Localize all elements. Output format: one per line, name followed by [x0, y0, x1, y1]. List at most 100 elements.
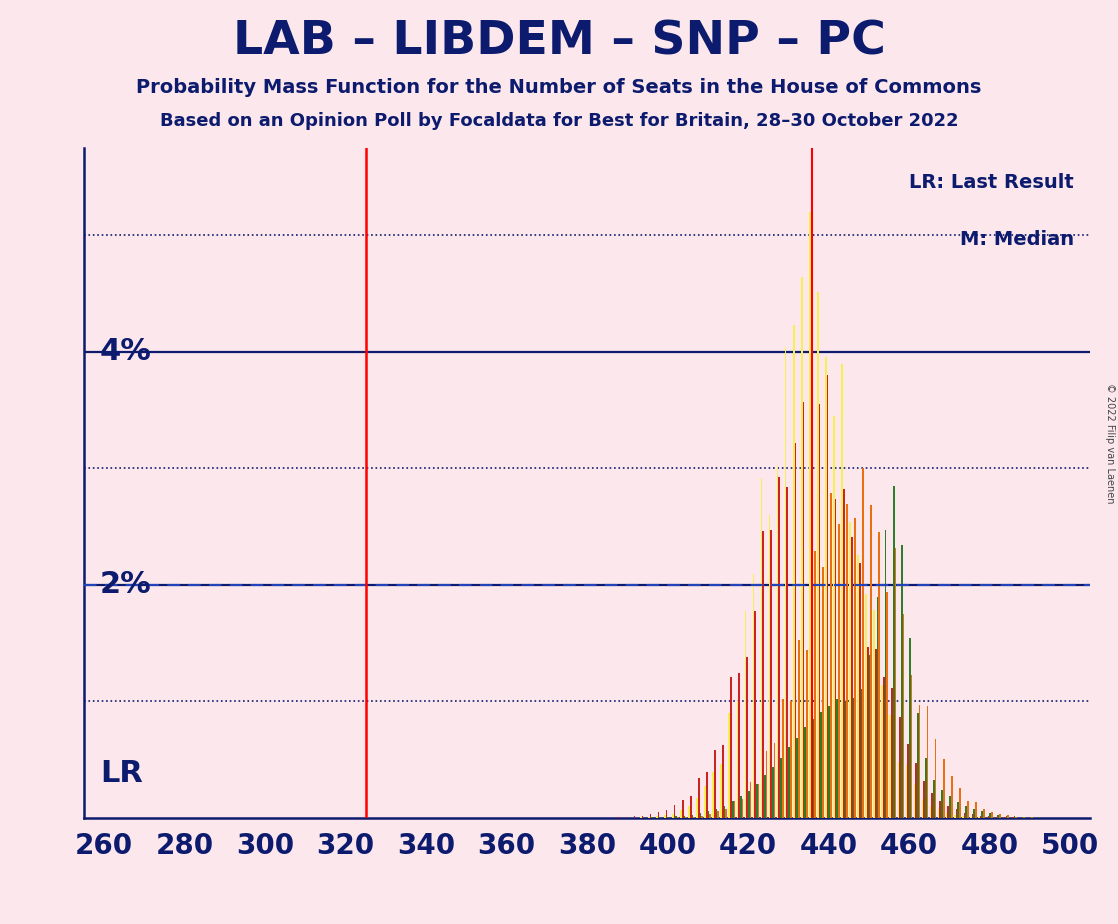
Bar [664, 815, 665, 818]
Bar [817, 292, 818, 818]
Bar [634, 817, 635, 818]
Bar [875, 649, 877, 818]
Bar [773, 767, 774, 818]
Bar [693, 817, 695, 818]
Bar [838, 524, 840, 818]
Bar [871, 505, 872, 818]
Bar [881, 686, 883, 818]
Bar [723, 806, 726, 818]
Bar [714, 750, 716, 818]
Bar [836, 699, 838, 818]
Bar [887, 592, 888, 818]
Bar [854, 517, 856, 818]
Bar [689, 806, 690, 818]
Bar [740, 796, 741, 818]
Bar [935, 739, 937, 818]
Bar [930, 806, 931, 818]
Bar [907, 744, 909, 818]
Bar [879, 532, 880, 818]
Bar [899, 717, 901, 818]
Bar [814, 552, 816, 818]
Bar [697, 797, 698, 818]
Bar [732, 801, 733, 818]
Bar [730, 677, 732, 818]
Bar [770, 530, 773, 818]
Bar [766, 751, 767, 818]
Bar [987, 816, 989, 818]
Bar [873, 611, 875, 818]
Bar [674, 805, 675, 818]
Bar [877, 597, 879, 818]
Bar [989, 813, 992, 818]
Bar [923, 781, 925, 818]
Bar [894, 548, 897, 818]
Bar [869, 655, 871, 818]
Bar [692, 815, 693, 818]
Bar [931, 793, 934, 818]
Bar [683, 816, 685, 818]
Bar [921, 799, 923, 818]
Bar [790, 700, 792, 818]
Bar [642, 816, 643, 818]
Bar [883, 676, 884, 818]
Bar [858, 554, 859, 818]
Bar [939, 800, 941, 818]
Bar [788, 748, 790, 818]
Text: Based on an Opinion Poll by Focaldata for Best for Britain, 28–30 October 2022: Based on an Opinion Poll by Focaldata fo… [160, 112, 958, 130]
Bar [927, 706, 928, 818]
Bar [1005, 816, 1007, 818]
Bar [841, 364, 843, 818]
Bar [861, 689, 862, 818]
Bar [972, 814, 974, 818]
Bar [961, 817, 964, 818]
Text: LAB – LIBDEM – SNP – PC: LAB – LIBDEM – SNP – PC [233, 19, 885, 64]
Bar [800, 277, 803, 818]
Bar [975, 802, 977, 818]
Bar [755, 611, 756, 818]
Bar [733, 801, 736, 818]
Bar [917, 713, 919, 818]
Bar [951, 776, 953, 818]
Bar [722, 745, 723, 818]
Bar [844, 701, 846, 818]
Bar [898, 762, 899, 818]
Bar [796, 737, 798, 818]
Bar [780, 758, 781, 818]
Bar [938, 809, 939, 818]
Bar [698, 777, 700, 818]
Bar [974, 809, 975, 818]
Bar [964, 813, 965, 818]
Bar [947, 806, 949, 818]
Bar [942, 760, 945, 818]
Bar [804, 727, 806, 818]
Bar [795, 443, 796, 818]
Bar [909, 638, 911, 818]
Bar [738, 673, 740, 818]
Bar [850, 522, 851, 818]
Text: 4%: 4% [100, 337, 152, 366]
Bar [1007, 815, 1008, 818]
Bar [982, 811, 983, 818]
Bar [853, 698, 854, 818]
Bar [650, 814, 652, 818]
Bar [798, 639, 799, 818]
Bar [750, 783, 751, 818]
Bar [741, 799, 743, 818]
Bar [1015, 817, 1017, 818]
Bar [884, 530, 887, 818]
Bar [916, 763, 917, 818]
Bar [745, 611, 746, 818]
Bar [785, 346, 786, 818]
Text: M: Median: M: Median [960, 229, 1074, 249]
Bar [901, 545, 902, 818]
Bar [720, 763, 722, 818]
Bar [846, 504, 847, 818]
Bar [851, 537, 853, 818]
Bar [737, 700, 738, 818]
Bar [777, 466, 778, 818]
Bar [949, 796, 951, 818]
Bar [786, 487, 788, 818]
Bar [913, 784, 916, 818]
Bar [959, 788, 960, 818]
Bar [760, 478, 762, 818]
